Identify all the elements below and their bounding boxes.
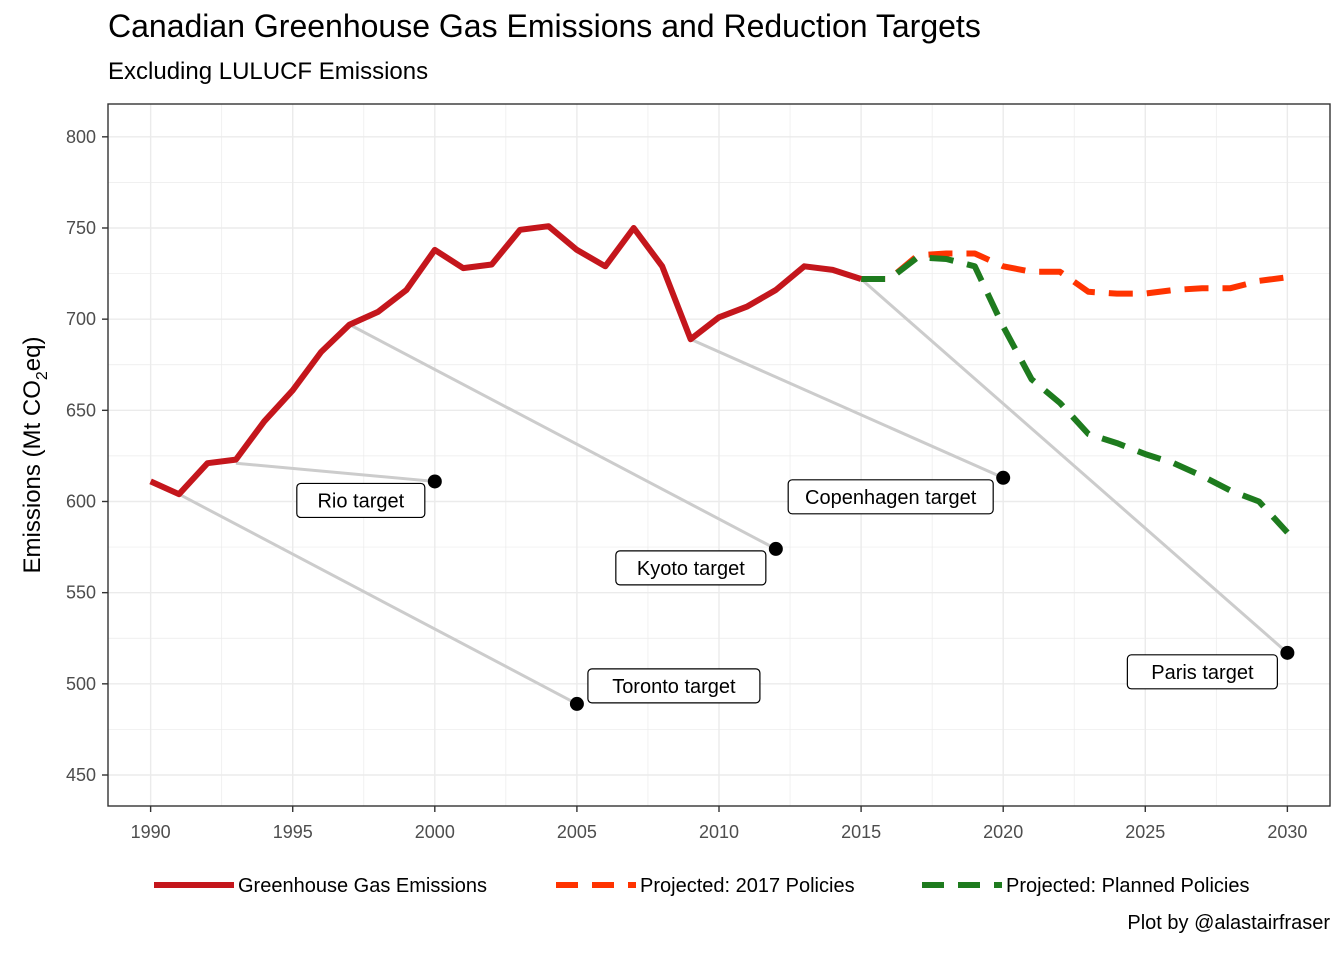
paris-target-label-box — [1126, 654, 1278, 690]
x-tick-label: 2020 — [983, 822, 1023, 842]
chart-title: Canadian Greenhouse Gas Emissions and Re… — [108, 8, 981, 44]
copenhagen-target-connector — [689, 337, 1004, 480]
toronto-target-point — [569, 696, 584, 711]
paris-target-label: Paris target — [1151, 662, 1254, 684]
x-tick-label: 2030 — [1267, 822, 1307, 842]
x-tick-label: 2010 — [699, 822, 739, 842]
series-lines — [149, 223, 1290, 535]
y-tick-label: 450 — [66, 765, 96, 785]
kyoto-target-connector — [348, 323, 777, 551]
legend: Greenhouse Gas Emissions Projected: 2017 … — [154, 875, 1249, 897]
y-tick-label: 800 — [66, 127, 96, 147]
y-axis-title-subscript: 2 — [34, 371, 51, 380]
x-tick-label: 1990 — [131, 822, 171, 842]
copenhagen-target-label-box — [787, 479, 994, 515]
kyoto-target-point — [768, 541, 783, 556]
rio-target-connector — [235, 461, 435, 483]
kyoto-target-label-box — [615, 550, 767, 586]
toronto-target-connector — [178, 492, 578, 706]
rio-target-label-box — [296, 482, 426, 519]
series-line-greenhouse-gas-emissions — [149, 223, 863, 498]
y-axis-title-main: Emissions (Mt CO — [19, 380, 46, 573]
paris-target-connector — [860, 277, 1289, 654]
y-tick-label: 550 — [66, 583, 96, 603]
x-tick-label: 2000 — [415, 822, 455, 842]
y-tick-label: 500 — [66, 674, 96, 694]
series-line-projected-2017-policies — [861, 250, 1288, 297]
legend-label-projected-planned-policies: Projected: Planned Policies — [1006, 875, 1249, 897]
x-tick-label: 2025 — [1125, 822, 1165, 842]
x-tick-label: 1995 — [273, 822, 313, 842]
y-axis-title: Emissions (Mt CO2eq) — [19, 337, 51, 574]
series-line-projected-planned-policies — [861, 254, 1290, 535]
paris-target-point — [1280, 645, 1295, 660]
chart-subtitle: Excluding LULUCF Emissions — [108, 58, 429, 85]
y-tick-label: 700 — [66, 309, 96, 329]
rio-target-label: Rio target — [317, 490, 404, 512]
target-connectors — [178, 277, 1289, 706]
y-tick-label: 650 — [66, 400, 96, 420]
plot-caption: Plot by @alastairfraser — [1127, 912, 1330, 934]
copenhagen-target-label: Copenhagen target — [805, 487, 977, 509]
y-tick-label: 600 — [66, 491, 96, 511]
x-tick-label: 2005 — [557, 822, 597, 842]
toronto-target-label-box — [587, 668, 761, 704]
y-tick-label: 750 — [66, 218, 96, 238]
legend-label-projected-2017-policies: Projected: 2017 Policies — [640, 875, 855, 897]
target-markers: Toronto target Rio target Kyoto target Cope… — [296, 470, 1295, 711]
x-tick-label: 2015 — [841, 822, 881, 842]
copenhagen-target-point — [996, 470, 1011, 485]
y-axis-title-tail: eq) — [19, 337, 46, 372]
toronto-target-label: Toronto target — [612, 676, 736, 698]
axis-ticks: 1990 1995 2000 2005 2010 2015 2020 2025 2030 450 5… — [66, 127, 1307, 842]
legend-label-greenhouse-gas-emissions: Greenhouse Gas Emissions — [238, 875, 487, 897]
rio-target-point — [427, 474, 442, 489]
kyoto-target-label: Kyoto target — [637, 558, 745, 580]
